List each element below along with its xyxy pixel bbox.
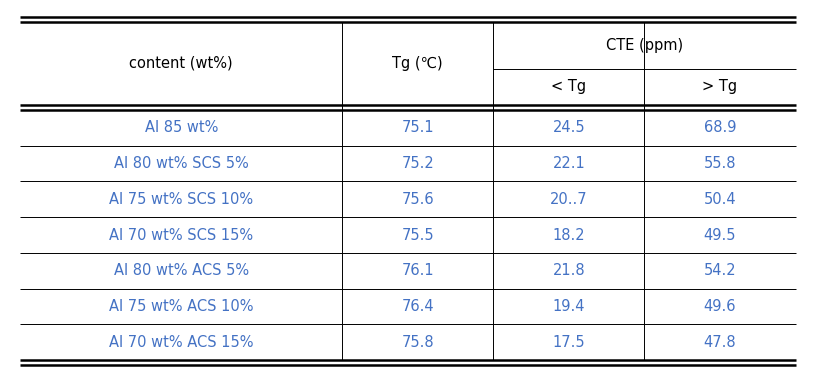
Text: 55.8: 55.8 [703,156,736,171]
Text: 75.2: 75.2 [401,156,434,171]
Text: Al 70 wt% ACS 15%: Al 70 wt% ACS 15% [109,335,254,350]
Text: Al 80 wt% SCS 5%: Al 80 wt% SCS 5% [114,156,249,171]
Text: 18.2: 18.2 [552,228,585,243]
Text: 75.5: 75.5 [401,228,434,243]
Text: content (wt%): content (wt%) [130,56,233,71]
Text: 49.6: 49.6 [703,299,736,314]
Text: 75.8: 75.8 [401,335,434,350]
Text: CTE (ppm): CTE (ppm) [605,38,683,53]
Text: 54.2: 54.2 [703,263,736,278]
Text: Al 75 wt% ACS 10%: Al 75 wt% ACS 10% [109,299,254,314]
Text: 68.9: 68.9 [703,120,736,135]
Text: 22.1: 22.1 [552,156,585,171]
Text: 47.8: 47.8 [703,335,736,350]
Text: < Tg: < Tg [552,79,587,94]
Text: 17.5: 17.5 [552,335,585,350]
Text: 50.4: 50.4 [703,192,736,207]
Text: Al 85 wt%: Al 85 wt% [144,120,218,135]
Text: 75.6: 75.6 [401,192,434,207]
Text: Tg (℃): Tg (℃) [392,56,443,71]
Text: 49.5: 49.5 [703,228,736,243]
Text: 24.5: 24.5 [552,120,585,135]
Text: > Tg: > Tg [703,79,738,94]
Text: 76.4: 76.4 [401,299,434,314]
Text: 75.1: 75.1 [401,120,434,135]
Text: 19.4: 19.4 [552,299,585,314]
Text: Al 80 wt% ACS 5%: Al 80 wt% ACS 5% [113,263,249,278]
Text: 21.8: 21.8 [552,263,585,278]
Text: Al 70 wt% SCS 15%: Al 70 wt% SCS 15% [109,228,253,243]
Text: Al 75 wt% SCS 10%: Al 75 wt% SCS 10% [109,192,253,207]
Text: 76.1: 76.1 [401,263,434,278]
Text: 20..7: 20..7 [550,192,588,207]
